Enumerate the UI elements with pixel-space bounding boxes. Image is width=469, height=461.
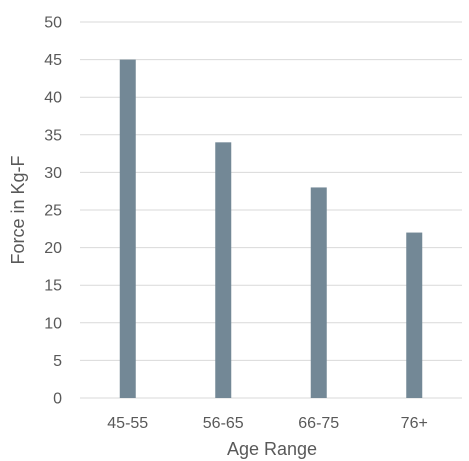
y-tick-label: 5 [53,353,62,370]
y-tick-label: 25 [44,203,62,220]
y-tick-label: 20 [44,240,62,257]
bar-56-65 [215,142,232,398]
y-tick-label: 40 [44,90,62,107]
bar-66-75 [310,187,327,398]
x-tick-label: 76+ [401,415,428,432]
y-tick-label: 35 [44,127,62,144]
x-tick-label: 45-55 [107,415,148,432]
y-tick-label: 50 [44,15,62,32]
x-axis-ticks: 45-55 56-65 66-75 76+ [107,415,428,432]
y-tick-label: 10 [44,315,62,332]
gridlines [80,21,462,399]
y-axis-title: Force in Kg-F [8,155,28,264]
x-tick-label: 66-75 [298,415,339,432]
y-tick-label: 0 [53,391,62,408]
bars [119,59,423,398]
y-tick-label: 30 [44,165,62,182]
y-tick-label: 45 [44,52,62,69]
x-axis-title: Age Range [227,439,317,459]
bar-76+ [406,232,423,398]
y-axis-ticks: 0 5 10 15 20 25 30 35 40 45 50 [44,15,62,408]
y-tick-label: 15 [44,278,62,295]
x-tick-label: 56-65 [203,415,244,432]
bar-45-55 [119,59,136,398]
